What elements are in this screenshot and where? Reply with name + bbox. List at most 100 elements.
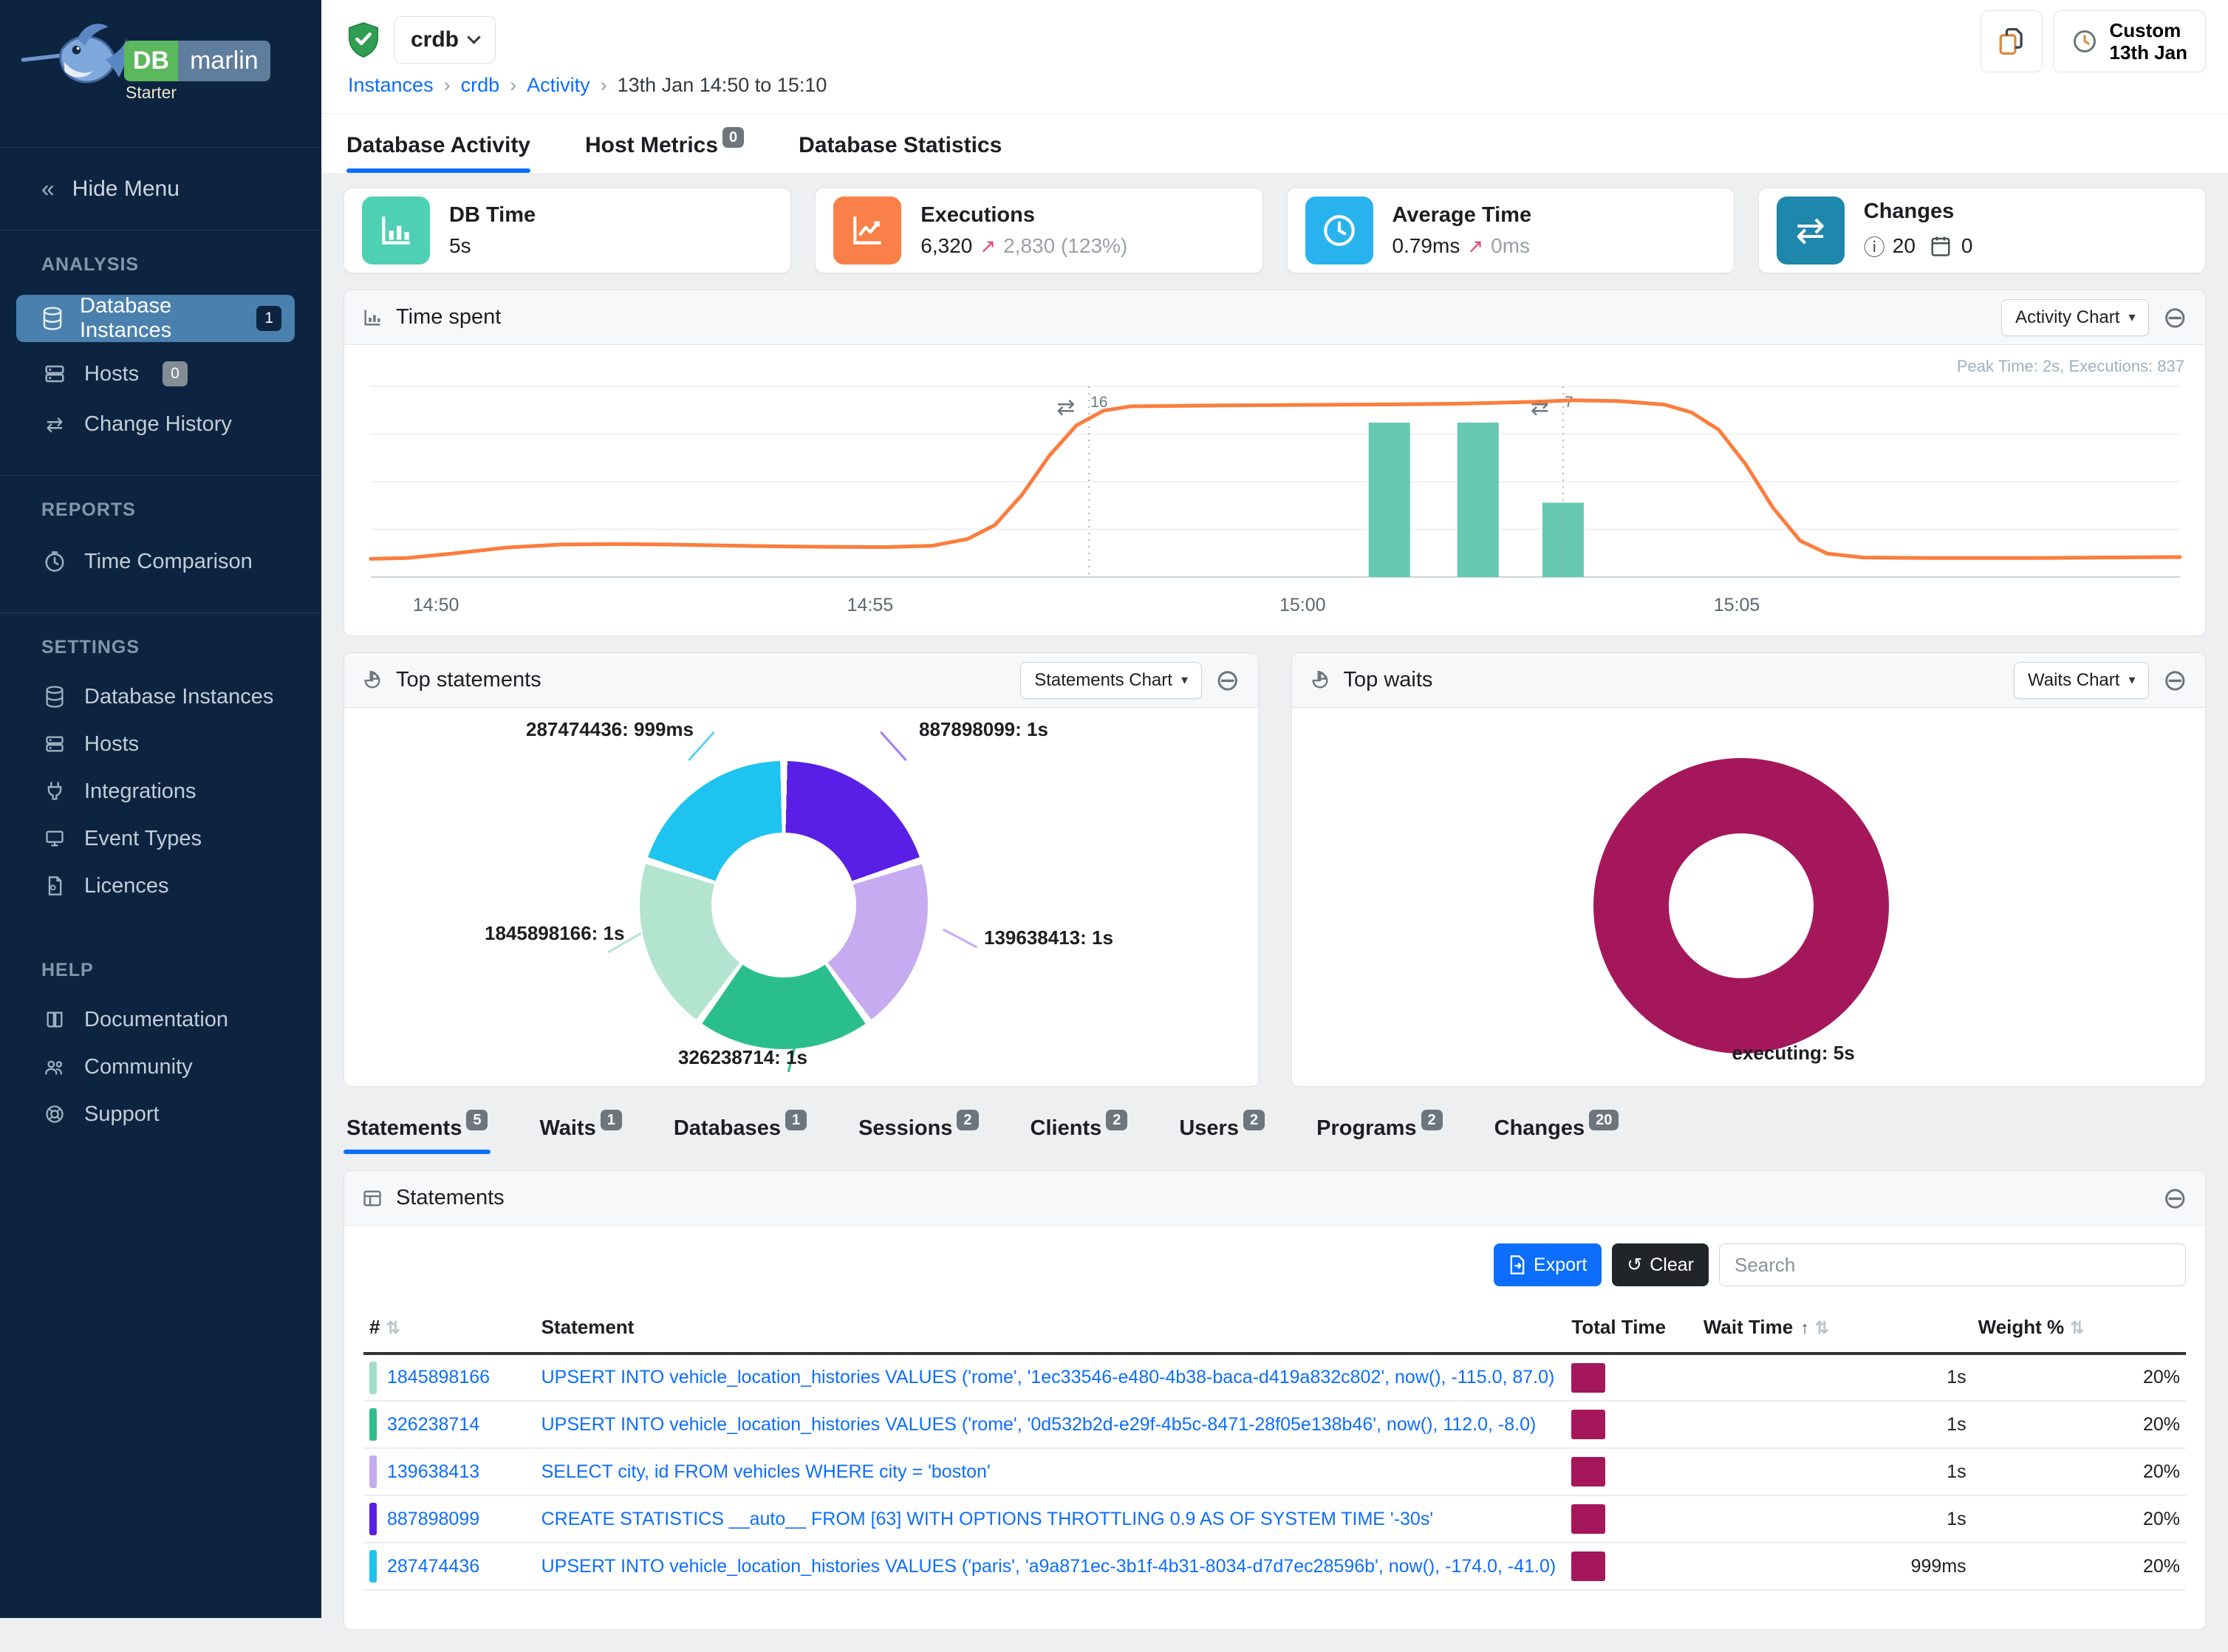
tab-host-metrics[interactable]: Host Metrics 0 <box>585 127 745 173</box>
clear-button[interactable]: ↺ Clear <box>1612 1243 1709 1286</box>
breadcrumb-crdb[interactable]: crdb <box>460 74 500 96</box>
col-total-time[interactable]: Total Time <box>1565 1304 1698 1355</box>
tab-users[interactable]: Users 2 <box>1179 1110 1265 1154</box>
up-arrow-icon: ↗ <box>1467 234 1484 257</box>
calendar-icon <box>1931 236 1950 256</box>
tab-count-badge: 1 <box>600 1110 622 1130</box>
total-time-bar <box>1571 1410 1606 1439</box>
pie-chart-icon <box>362 670 383 691</box>
licence-document-icon <box>41 876 68 896</box>
tab-sessions[interactable]: Sessions 2 <box>858 1110 979 1154</box>
table-toolbar: Export ↺ Clear <box>344 1226 2205 1300</box>
collapse-panel-icon[interactable]: ⊖ <box>2162 1181 2187 1215</box>
statements-chart-selector[interactable]: Statements Chart ▾ <box>1020 661 1202 699</box>
statement-link[interactable]: UPSERT INTO vehicle_location_histories V… <box>541 1413 1537 1435</box>
statement-id-link[interactable]: 139638413 <box>387 1461 480 1482</box>
card-title: DB Time <box>449 203 536 227</box>
collapse-panel-icon[interactable]: ⊖ <box>2162 663 2187 697</box>
time-spent-chart[interactable]: ⇄ 16 ⇄ 714:50 14:55 15:00 15:05 <box>365 379 2186 623</box>
statement-link[interactable]: CREATE STATISTICS __auto__ FROM [63] WIT… <box>541 1508 1434 1529</box>
sidebar-item-settings-hosts[interactable]: Hosts <box>0 725 321 763</box>
sidebar: DB marlin Starter « Hide Menu ANALYSIS D… <box>0 0 321 1618</box>
col-statement[interactable]: Statement <box>535 1304 1566 1355</box>
slice-label-1845898166: 1845898166: 1s <box>485 922 625 944</box>
statement-link[interactable]: UPSERT INTO vehicle_location_histories V… <box>541 1367 1555 1388</box>
hide-menu-button[interactable]: « Hide Menu <box>0 148 321 231</box>
plug-icon <box>41 781 68 802</box>
statement-id-link[interactable]: 326238714 <box>387 1413 480 1435</box>
svg-text:14:55: 14:55 <box>847 595 894 615</box>
sidebar-item-label: Integrations <box>84 779 197 803</box>
sidebar-item-licences[interactable]: Licences <box>0 867 321 905</box>
color-chip <box>369 1455 377 1488</box>
sidebar-item-hosts[interactable]: Hosts 0 <box>0 352 321 395</box>
sidebar-item-support[interactable]: Support <box>0 1095 321 1133</box>
tab-changes[interactable]: Changes 20 <box>1494 1110 1619 1154</box>
collapse-panel-icon[interactable]: ⊖ <box>2162 301 2187 334</box>
card-value: 0.79ms ↗ 0ms <box>1392 234 1532 258</box>
sidebar-item-settings-database-instances[interactable]: Database Instances <box>0 677 321 716</box>
svg-text:14:50: 14:50 <box>413 595 459 615</box>
col-weight[interactable]: Weight % ⇅ <box>1972 1304 2186 1355</box>
breadcrumb-activity[interactable]: Activity <box>527 74 590 96</box>
col-id[interactable]: # ⇅ <box>363 1304 536 1355</box>
sidebar-item-label: Community <box>84 1054 193 1079</box>
waits-chart-selector[interactable]: Waits Chart ▾ <box>2013 661 2150 699</box>
slice-label-executing: executing: 5s <box>1732 1042 1855 1064</box>
tab-clients[interactable]: Clients 2 <box>1031 1110 1128 1154</box>
tab-databases[interactable]: Databases 1 <box>674 1110 807 1154</box>
tab-database-activity[interactable]: Database Activity <box>346 133 530 173</box>
collapse-panel-icon[interactable]: ⊖ <box>1214 663 1240 697</box>
breadcrumb-separator: › <box>510 74 517 96</box>
chevron-down-icon <box>467 30 481 44</box>
sidebar-item-database-instances[interactable]: Database Instances 1 <box>16 294 295 342</box>
sidebar-item-change-history[interactable]: ⇄ Change History <box>0 403 321 446</box>
bar-chart-icon <box>362 307 383 328</box>
caret-down-icon: ▾ <box>2128 310 2136 324</box>
card-value: 6,320 ↗ 2,830 (123%) <box>920 234 1127 258</box>
statements-donut-chart[interactable] <box>640 761 928 1049</box>
col-wait-time[interactable]: Wait Time ↑ ⇅ <box>1697 1304 1972 1355</box>
tab-database-statistics[interactable]: Database Statistics <box>799 133 1002 173</box>
statement-link[interactable]: UPSERT INTO vehicle_location_histories V… <box>541 1555 1556 1577</box>
sidebar-item-event-types[interactable]: Event Types <box>0 819 321 858</box>
sidebar-item-community[interactable]: Community <box>0 1048 321 1086</box>
info-icon: ⓘ <box>1863 236 1885 260</box>
instance-selector[interactable]: crdb <box>394 16 496 64</box>
metric-cards: DB Time 5s Executions 6,320 ↗ 2,830 (123… <box>321 173 2228 273</box>
waits-donut-chart[interactable] <box>1593 758 1889 1054</box>
server-icon <box>41 734 68 754</box>
tab-waits[interactable]: Waits 1 <box>539 1110 622 1154</box>
instance-name: crdb <box>411 27 459 52</box>
time-range-button[interactable]: Custom 13th Jan <box>2052 10 2206 72</box>
color-chip <box>369 1550 377 1583</box>
info-count: 20 <box>1892 234 1916 257</box>
activity-chart-selector[interactable]: Activity Chart ▾ <box>2001 298 2150 336</box>
statement-id-link[interactable]: 887898099 <box>387 1508 480 1529</box>
sidebar-item-documentation[interactable]: Documentation <box>0 1000 321 1039</box>
total-time-bar <box>1571 1504 1606 1534</box>
breadcrumb-instances[interactable]: Instances <box>348 74 434 96</box>
tab-programs[interactable]: Programs 2 <box>1316 1110 1443 1154</box>
table-row: 326238714 UPSERT INTO vehicle_location_h… <box>363 1401 2186 1449</box>
main-area: crdb Custom 13th Jan <box>321 0 2228 1630</box>
statement-link[interactable]: SELECT city, id FROM vehicles WHERE city… <box>541 1461 991 1482</box>
statement-id-link[interactable]: 1845898166 <box>387 1367 491 1388</box>
copy-link-button[interactable] <box>1980 10 2043 72</box>
color-chip <box>369 1361 377 1394</box>
card-title: Changes <box>1863 199 1955 223</box>
sidebar-item-time-comparison[interactable]: Time Comparison <box>0 540 321 583</box>
tab-statements[interactable]: Statements 5 <box>343 1110 491 1154</box>
logo-block[interactable]: DB marlin Starter <box>0 0 321 148</box>
search-input[interactable] <box>1719 1243 2186 1286</box>
tab-count-badge: 2 <box>1421 1110 1443 1130</box>
wait-time-value: 999ms <box>1697 1543 1972 1591</box>
time-range-line1: Custom <box>2109 19 2181 41</box>
export-button[interactable]: Export <box>1494 1243 1602 1286</box>
line-chart-icon <box>833 197 902 264</box>
sidebar-item-integrations[interactable]: Integrations <box>0 772 321 810</box>
panel-title: Time spent <box>396 305 502 329</box>
statement-id-link[interactable]: 287474436 <box>387 1555 480 1577</box>
svg-text:15:00: 15:00 <box>1279 595 1326 615</box>
leader-line <box>879 731 908 762</box>
